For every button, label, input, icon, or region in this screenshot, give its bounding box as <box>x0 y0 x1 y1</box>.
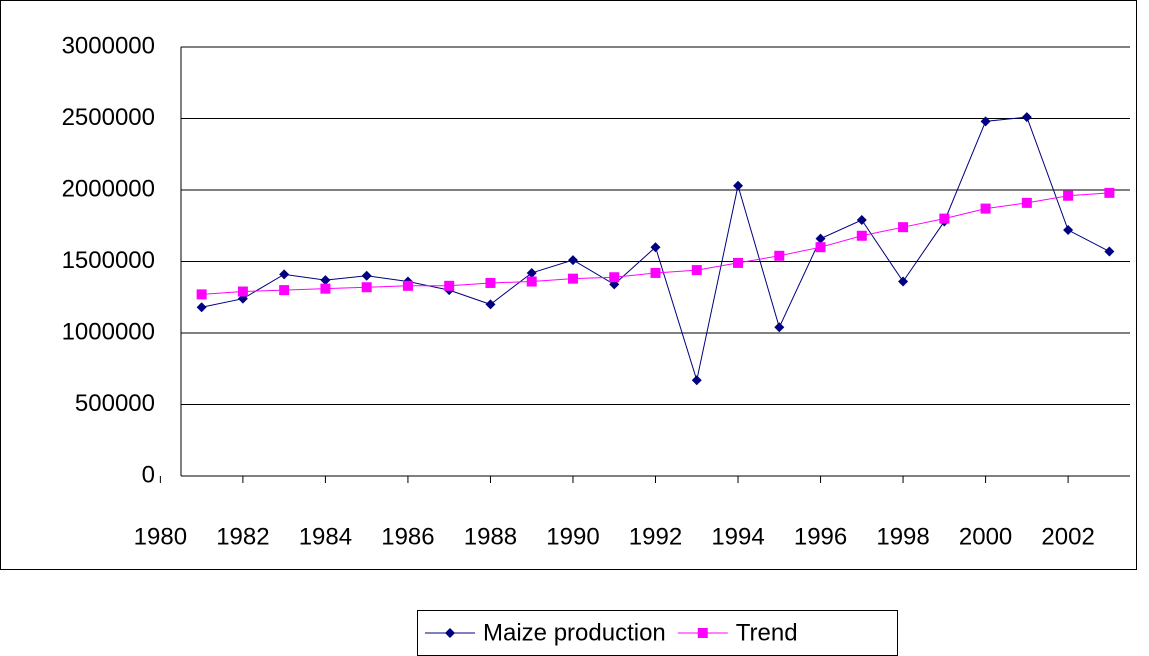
y-tick-label: 1500000 <box>62 247 155 274</box>
chart-border <box>0 0 1137 570</box>
data-point <box>815 233 826 244</box>
data-point <box>774 322 785 333</box>
data-point <box>1104 187 1115 198</box>
data-point <box>279 269 290 280</box>
data-point <box>279 285 290 296</box>
data-point <box>1104 246 1115 257</box>
data-point <box>691 375 702 386</box>
data-point <box>856 230 867 241</box>
legend-label: Trend <box>736 619 798 646</box>
data-point <box>609 272 620 283</box>
data-point <box>320 283 331 294</box>
data-point <box>939 213 950 224</box>
y-tick-label: 2500000 <box>62 104 155 131</box>
data-point <box>485 277 496 288</box>
x-tick-label: 1996 <box>794 523 847 550</box>
data-point <box>237 286 248 297</box>
data-point <box>898 222 909 233</box>
y-tick-label: 0 <box>142 461 155 488</box>
x-tick-label: 1994 <box>711 523 764 550</box>
x-tick-label: 1992 <box>629 523 682 550</box>
y-tick-label: 2000000 <box>62 175 155 202</box>
data-point <box>980 203 991 214</box>
legend-marker <box>697 628 708 638</box>
x-tick-label: 1998 <box>876 523 929 550</box>
y-tick-label: 3000000 <box>62 32 155 59</box>
legend-marker <box>445 628 455 638</box>
data-point <box>733 257 744 268</box>
data-point <box>402 280 413 291</box>
y-tick-label: 500000 <box>75 390 155 417</box>
data-point <box>485 299 496 310</box>
data-point <box>691 265 702 276</box>
y-tick-label: 1000000 <box>62 318 155 345</box>
legend-label: Maize production <box>483 619 666 646</box>
data-point <box>444 280 455 291</box>
data-point <box>650 267 661 278</box>
x-tick-label: 1986 <box>381 523 434 550</box>
data-point <box>1021 112 1032 123</box>
data-point <box>567 273 578 284</box>
data-point <box>196 289 207 300</box>
data-point <box>1063 190 1074 201</box>
data-point <box>196 302 207 313</box>
data-point <box>733 180 744 191</box>
data-point <box>526 276 537 287</box>
x-tick-label: 1984 <box>299 523 352 550</box>
data-point <box>1063 225 1074 236</box>
legend: Maize production Trend <box>417 610 898 656</box>
data-point <box>1021 197 1032 208</box>
data-point <box>361 282 372 293</box>
data-point <box>774 250 785 261</box>
x-tick-label: 1982 <box>216 523 269 550</box>
data-point <box>980 116 991 127</box>
data-point <box>526 267 537 278</box>
data-point <box>650 242 661 253</box>
data-point <box>898 276 909 287</box>
x-tick-label: 1980 <box>134 523 187 550</box>
x-tick-label: 2002 <box>1041 523 1094 550</box>
data-point <box>815 242 826 253</box>
x-tick-label: 1988 <box>464 523 517 550</box>
data-point <box>567 255 578 266</box>
data-point <box>856 215 867 226</box>
legend-box <box>417 610 898 656</box>
x-tick-label: 1990 <box>546 523 599 550</box>
x-tick-label: 2000 <box>959 523 1012 550</box>
data-point <box>361 270 372 281</box>
data-point <box>320 275 331 286</box>
